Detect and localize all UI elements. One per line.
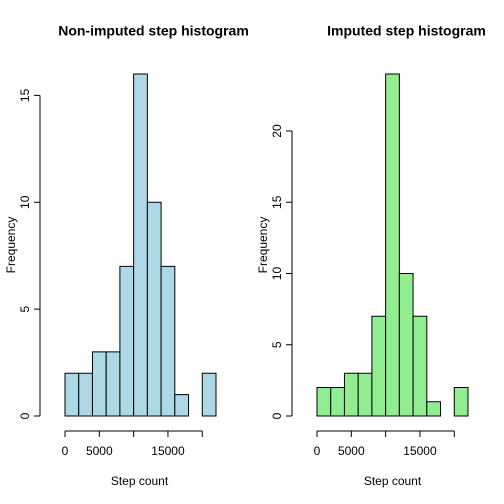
- x-axis-label: Step count: [364, 474, 422, 488]
- y-tick-label: 15: [270, 195, 284, 209]
- y-tick-label: 5: [270, 341, 284, 348]
- y-tick-label: 0: [18, 412, 32, 419]
- bar: [330, 387, 345, 417]
- bar: [119, 265, 135, 417]
- bar: [174, 394, 190, 417]
- y-tick-label: 5: [18, 305, 32, 312]
- bar: [78, 372, 93, 417]
- y-axis-label: Frequency: [256, 217, 270, 274]
- bar: [146, 201, 162, 417]
- x-tick-label: 5000: [338, 444, 365, 458]
- y-tick-label: 10: [18, 195, 32, 209]
- bar: [201, 372, 217, 417]
- bar: [453, 387, 469, 417]
- bar: [398, 273, 414, 417]
- bar: [357, 372, 373, 417]
- x-tick-label: 5000: [86, 444, 113, 458]
- bar: [91, 351, 107, 417]
- chart-title: Imputed step histogram: [327, 23, 486, 39]
- bar: [426, 401, 442, 417]
- bar: [64, 372, 80, 417]
- bar: [343, 372, 359, 417]
- bar: [105, 351, 121, 417]
- bar: [385, 73, 400, 417]
- bar: [316, 387, 332, 417]
- y-tick-label: 20: [270, 124, 284, 138]
- x-axis-label: Step count: [111, 474, 169, 488]
- chart-title: Non-imputed step histogram: [58, 23, 249, 39]
- x-tick-label: 15000: [151, 444, 185, 458]
- x-tick-label: 15000: [403, 444, 437, 458]
- bar: [133, 73, 148, 417]
- y-tick-label: 15: [18, 88, 32, 102]
- x-tick-label: 0: [62, 444, 69, 458]
- x-tick-label: 0: [314, 444, 321, 458]
- y-tick-label: 10: [270, 267, 284, 281]
- bar: [160, 265, 176, 417]
- y-tick-label: 0: [270, 412, 284, 419]
- bar: [412, 315, 428, 417]
- y-axis-label: Frequency: [4, 217, 18, 274]
- bar: [371, 315, 387, 417]
